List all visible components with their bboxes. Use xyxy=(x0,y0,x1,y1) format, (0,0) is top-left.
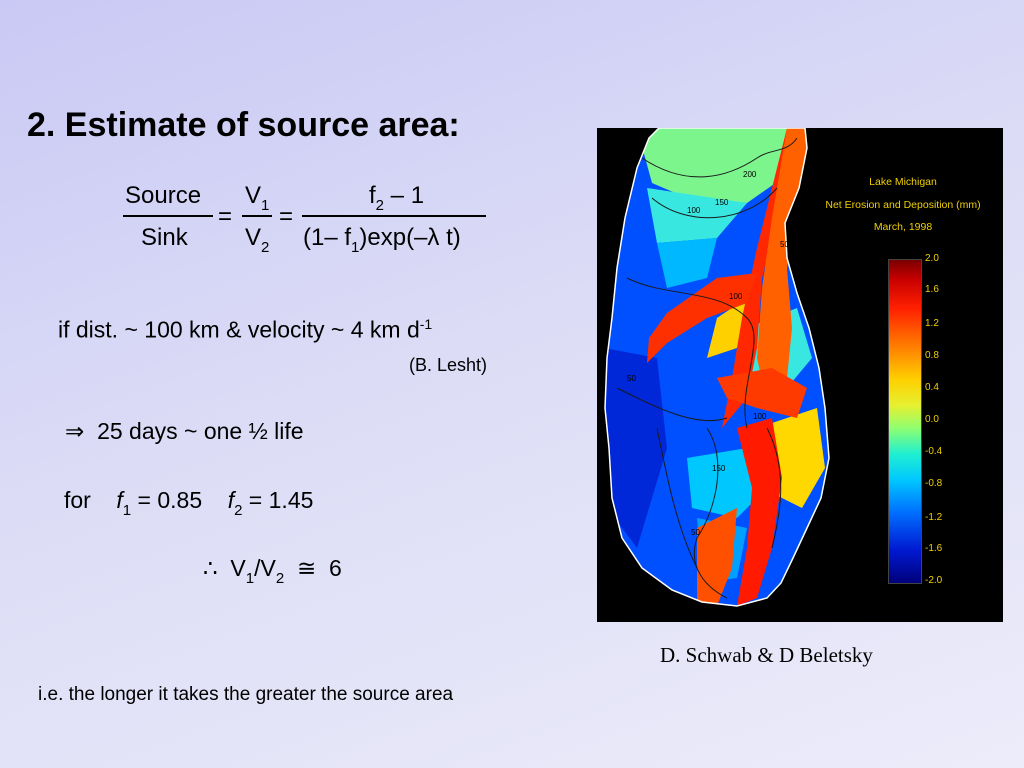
lake-map-graphic xyxy=(604,128,830,607)
implies-line: ⇒ 25 days ~ one ½ life xyxy=(65,418,304,444)
contour-label: 150 xyxy=(712,464,726,473)
colorbar-tick: -1.6 xyxy=(925,543,943,554)
colorbar-tick: 0.8 xyxy=(925,350,939,361)
contour-label: 200 xyxy=(743,170,757,179)
map-title-1: Lake Michigan xyxy=(869,176,937,188)
colorbar-tick: -0.8 xyxy=(925,478,943,489)
lake-michigan-erosion-map: 200 150 100 50 100 50 100 150 50 Lake Mi… xyxy=(597,128,1003,622)
colorbar-tick: 2.0 xyxy=(925,253,939,264)
result-line: ∴ V1/V2 ≅ 6 xyxy=(203,555,342,587)
map-title-2: Net Erosion and Deposition (mm) xyxy=(825,199,981,211)
eq-rhs-denominator: (1– f1)exp(–λ t) xyxy=(303,224,461,256)
condition-text: if dist. ~ 100 km & velocity ~ 4 km d-1 xyxy=(58,316,433,343)
implies-icon: ⇒ xyxy=(65,418,85,444)
footer-note: i.e. the longer it takes the greater the… xyxy=(38,684,454,705)
image-credit: D. Schwab & D Beletsky xyxy=(660,643,873,667)
colorbar-tick: 0.4 xyxy=(925,382,939,393)
therefore-icon: ∴ xyxy=(203,555,218,581)
contour-label: 100 xyxy=(729,292,743,301)
colorbar-tick: -0.4 xyxy=(925,446,943,457)
contour-label: 150 xyxy=(715,198,729,207)
contour-label: 100 xyxy=(687,206,701,215)
eq-sink: Sink xyxy=(141,224,188,251)
eq-equals-1: = xyxy=(218,203,233,230)
contour-label: 50 xyxy=(627,374,636,383)
slide-title: 2. Estimate of source area: xyxy=(27,106,460,144)
map-title-3: March, 1998 xyxy=(873,221,933,233)
colorbar-tick: -1.2 xyxy=(925,512,943,523)
contour-label: 50 xyxy=(691,528,700,537)
contour-label: 100 xyxy=(753,412,767,421)
contour-label: 50 xyxy=(780,240,789,249)
eq-equals-2: = xyxy=(279,203,294,230)
eq-v2: V2 xyxy=(245,224,270,256)
eq-v1: V1 xyxy=(245,182,270,214)
fraction-bar xyxy=(302,215,486,217)
fraction-bar xyxy=(123,215,213,217)
f-values-line: for f1 = 0.85 f2 = 1.45 xyxy=(64,487,314,519)
colorbar-tick: 1.6 xyxy=(925,284,939,295)
colorbar-tick: -2.0 xyxy=(925,575,943,586)
eq-rhs-numerator: f2 – 1 xyxy=(369,182,425,214)
colorbar-legend xyxy=(888,259,922,584)
fraction-bar xyxy=(242,215,272,217)
colorbar-tick: 0.0 xyxy=(925,414,939,425)
colorbar-tick: 1.2 xyxy=(925,318,939,329)
citation-lesht: (B. Lesht) xyxy=(409,355,488,375)
eq-source: Source xyxy=(125,182,202,209)
